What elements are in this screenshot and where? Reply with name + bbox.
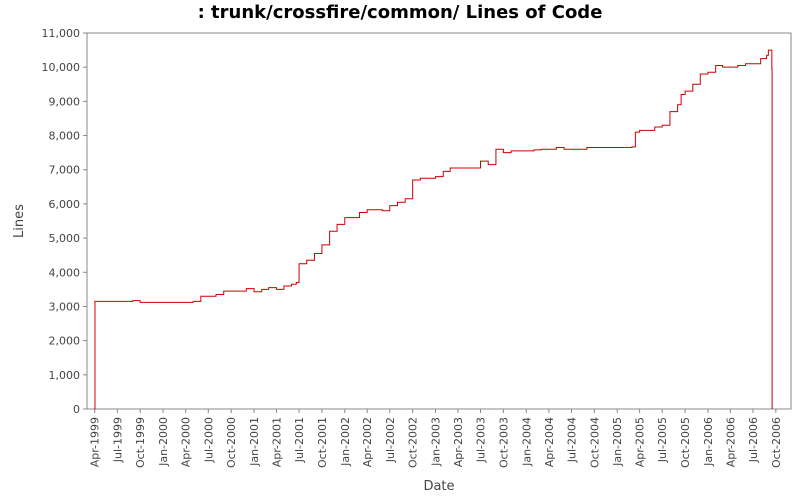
x-tick-label: Oct-2001 [316, 417, 329, 468]
x-tick-label: Jul-2003 [475, 417, 488, 463]
x-tick-label: Apr-2006 [724, 417, 737, 467]
y-axis-label: Lines [12, 204, 27, 238]
x-tick-label: Jan-2006 [702, 417, 715, 467]
x-tick-label: Jul-2005 [656, 417, 669, 463]
y-tick-label: 2,000 [49, 335, 81, 348]
y-tick-label: 4,000 [49, 266, 81, 279]
plot-area [86, 32, 792, 410]
y-tick-label: 8,000 [49, 130, 81, 143]
x-axis: Apr-1999 Jul-1999 Oct-1999 Jan-2000 Apr-2000… [89, 409, 783, 468]
x-tick-label: Jan-2005 [611, 417, 624, 467]
y-tick-label: 11,000 [42, 27, 81, 40]
x-tick-label: Jan-2001 [248, 417, 261, 467]
x-tick-label: Oct-2000 [225, 417, 238, 468]
y-axis: 0 1,000 2,000 3,000 4,000 5,000 6,000 7,000 8,00… [42, 27, 87, 416]
y-tick-label: 5,000 [49, 232, 81, 245]
x-tick-label: Apr-2001 [270, 417, 283, 467]
x-tick-label: Jul-2001 [293, 417, 306, 463]
x-tick-label: Oct-2006 [770, 417, 783, 468]
x-tick-label: Apr-2004 [543, 417, 556, 467]
x-tick-label: Oct-1999 [134, 417, 147, 468]
y-tick-label: 9,000 [49, 95, 81, 108]
y-tick-label: 10,000 [42, 61, 81, 74]
series-line [94, 49, 773, 410]
x-tick-label: Jul-2000 [202, 417, 215, 463]
x-axis-label: Date [423, 479, 454, 494]
x-tick-label: Jul-1999 [111, 417, 124, 463]
chart-title: : trunk/crossfire/common/ Lines of Code [197, 2, 603, 23]
y-tick-label: 1,000 [49, 369, 81, 382]
x-tick-label: Jan-2003 [430, 417, 443, 467]
y-tick-label: 3,000 [49, 300, 81, 313]
x-tick-label: Apr-1999 [89, 417, 102, 467]
x-tick-label: Oct-2003 [497, 417, 510, 468]
x-tick-label: Oct-2004 [588, 417, 601, 468]
x-tick-label: Jan-2002 [339, 417, 352, 467]
y-tick-label: 0 [73, 403, 80, 416]
x-tick-label: Apr-2003 [452, 417, 465, 467]
x-tick-label: Jan-2000 [157, 417, 170, 467]
x-tick-label: Apr-2005 [634, 417, 647, 467]
x-tick-label: Jan-2004 [520, 417, 533, 467]
x-tick-label: Jul-2006 [747, 417, 760, 463]
x-tick-label: Jul-2002 [384, 417, 397, 463]
x-tick-label: Apr-2000 [180, 417, 193, 467]
x-tick-label: Oct-2002 [407, 417, 420, 468]
y-tick-label: 6,000 [49, 198, 81, 211]
x-tick-label: Apr-2002 [361, 417, 374, 467]
x-tick-label: Jul-2004 [565, 417, 578, 463]
y-tick-label: 7,000 [49, 164, 81, 177]
x-tick-label: Oct-2005 [679, 417, 692, 468]
